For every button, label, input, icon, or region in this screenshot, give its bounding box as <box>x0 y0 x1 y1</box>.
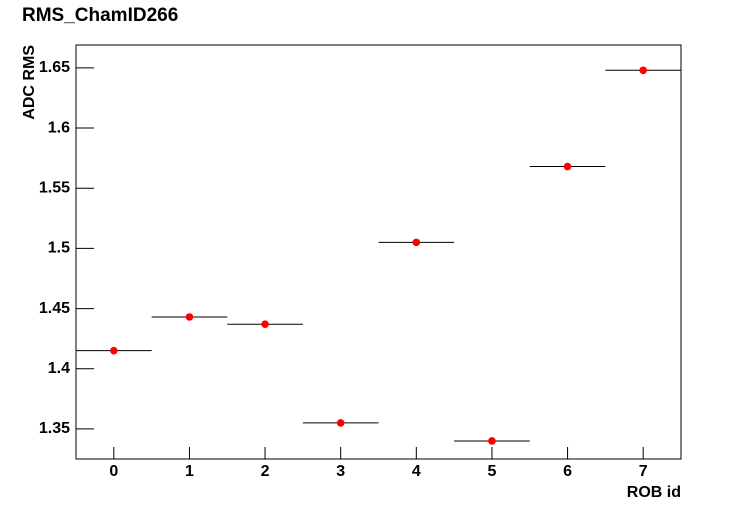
x-tick-label: 4 <box>412 463 421 480</box>
point <box>639 66 647 75</box>
x-tick-label: 3 <box>336 463 345 480</box>
y-tick-label: 1.35 <box>39 420 70 437</box>
x-tick-label: 7 <box>639 463 648 480</box>
x-tick-label: 5 <box>487 463 496 480</box>
x-tick-label: 1 <box>185 463 194 480</box>
y-tick-label: 1.45 <box>39 300 70 317</box>
x-tick-label: 6 <box>563 463 572 480</box>
plot-frame <box>75 44 682 460</box>
y-tick-label: 1.5 <box>48 240 70 257</box>
point <box>412 238 421 247</box>
x-tick-label: 0 <box>109 463 118 480</box>
y-tick-label: 1.65 <box>39 59 70 76</box>
point <box>185 313 194 321</box>
y-axis-label: ADC RMS <box>21 45 38 120</box>
point <box>110 346 118 355</box>
chart-title: RMS_ChamID266 <box>22 5 178 26</box>
y-tick-label: 1.4 <box>48 360 70 377</box>
x-tick-label: 2 <box>261 463 270 480</box>
point <box>261 320 269 329</box>
y-tick-label: 1.55 <box>39 179 70 196</box>
point <box>488 437 496 445</box>
x-axis-label: ROB id <box>627 484 681 501</box>
point <box>563 162 572 171</box>
point <box>336 419 345 427</box>
y-tick-label: 1.6 <box>48 119 70 136</box>
